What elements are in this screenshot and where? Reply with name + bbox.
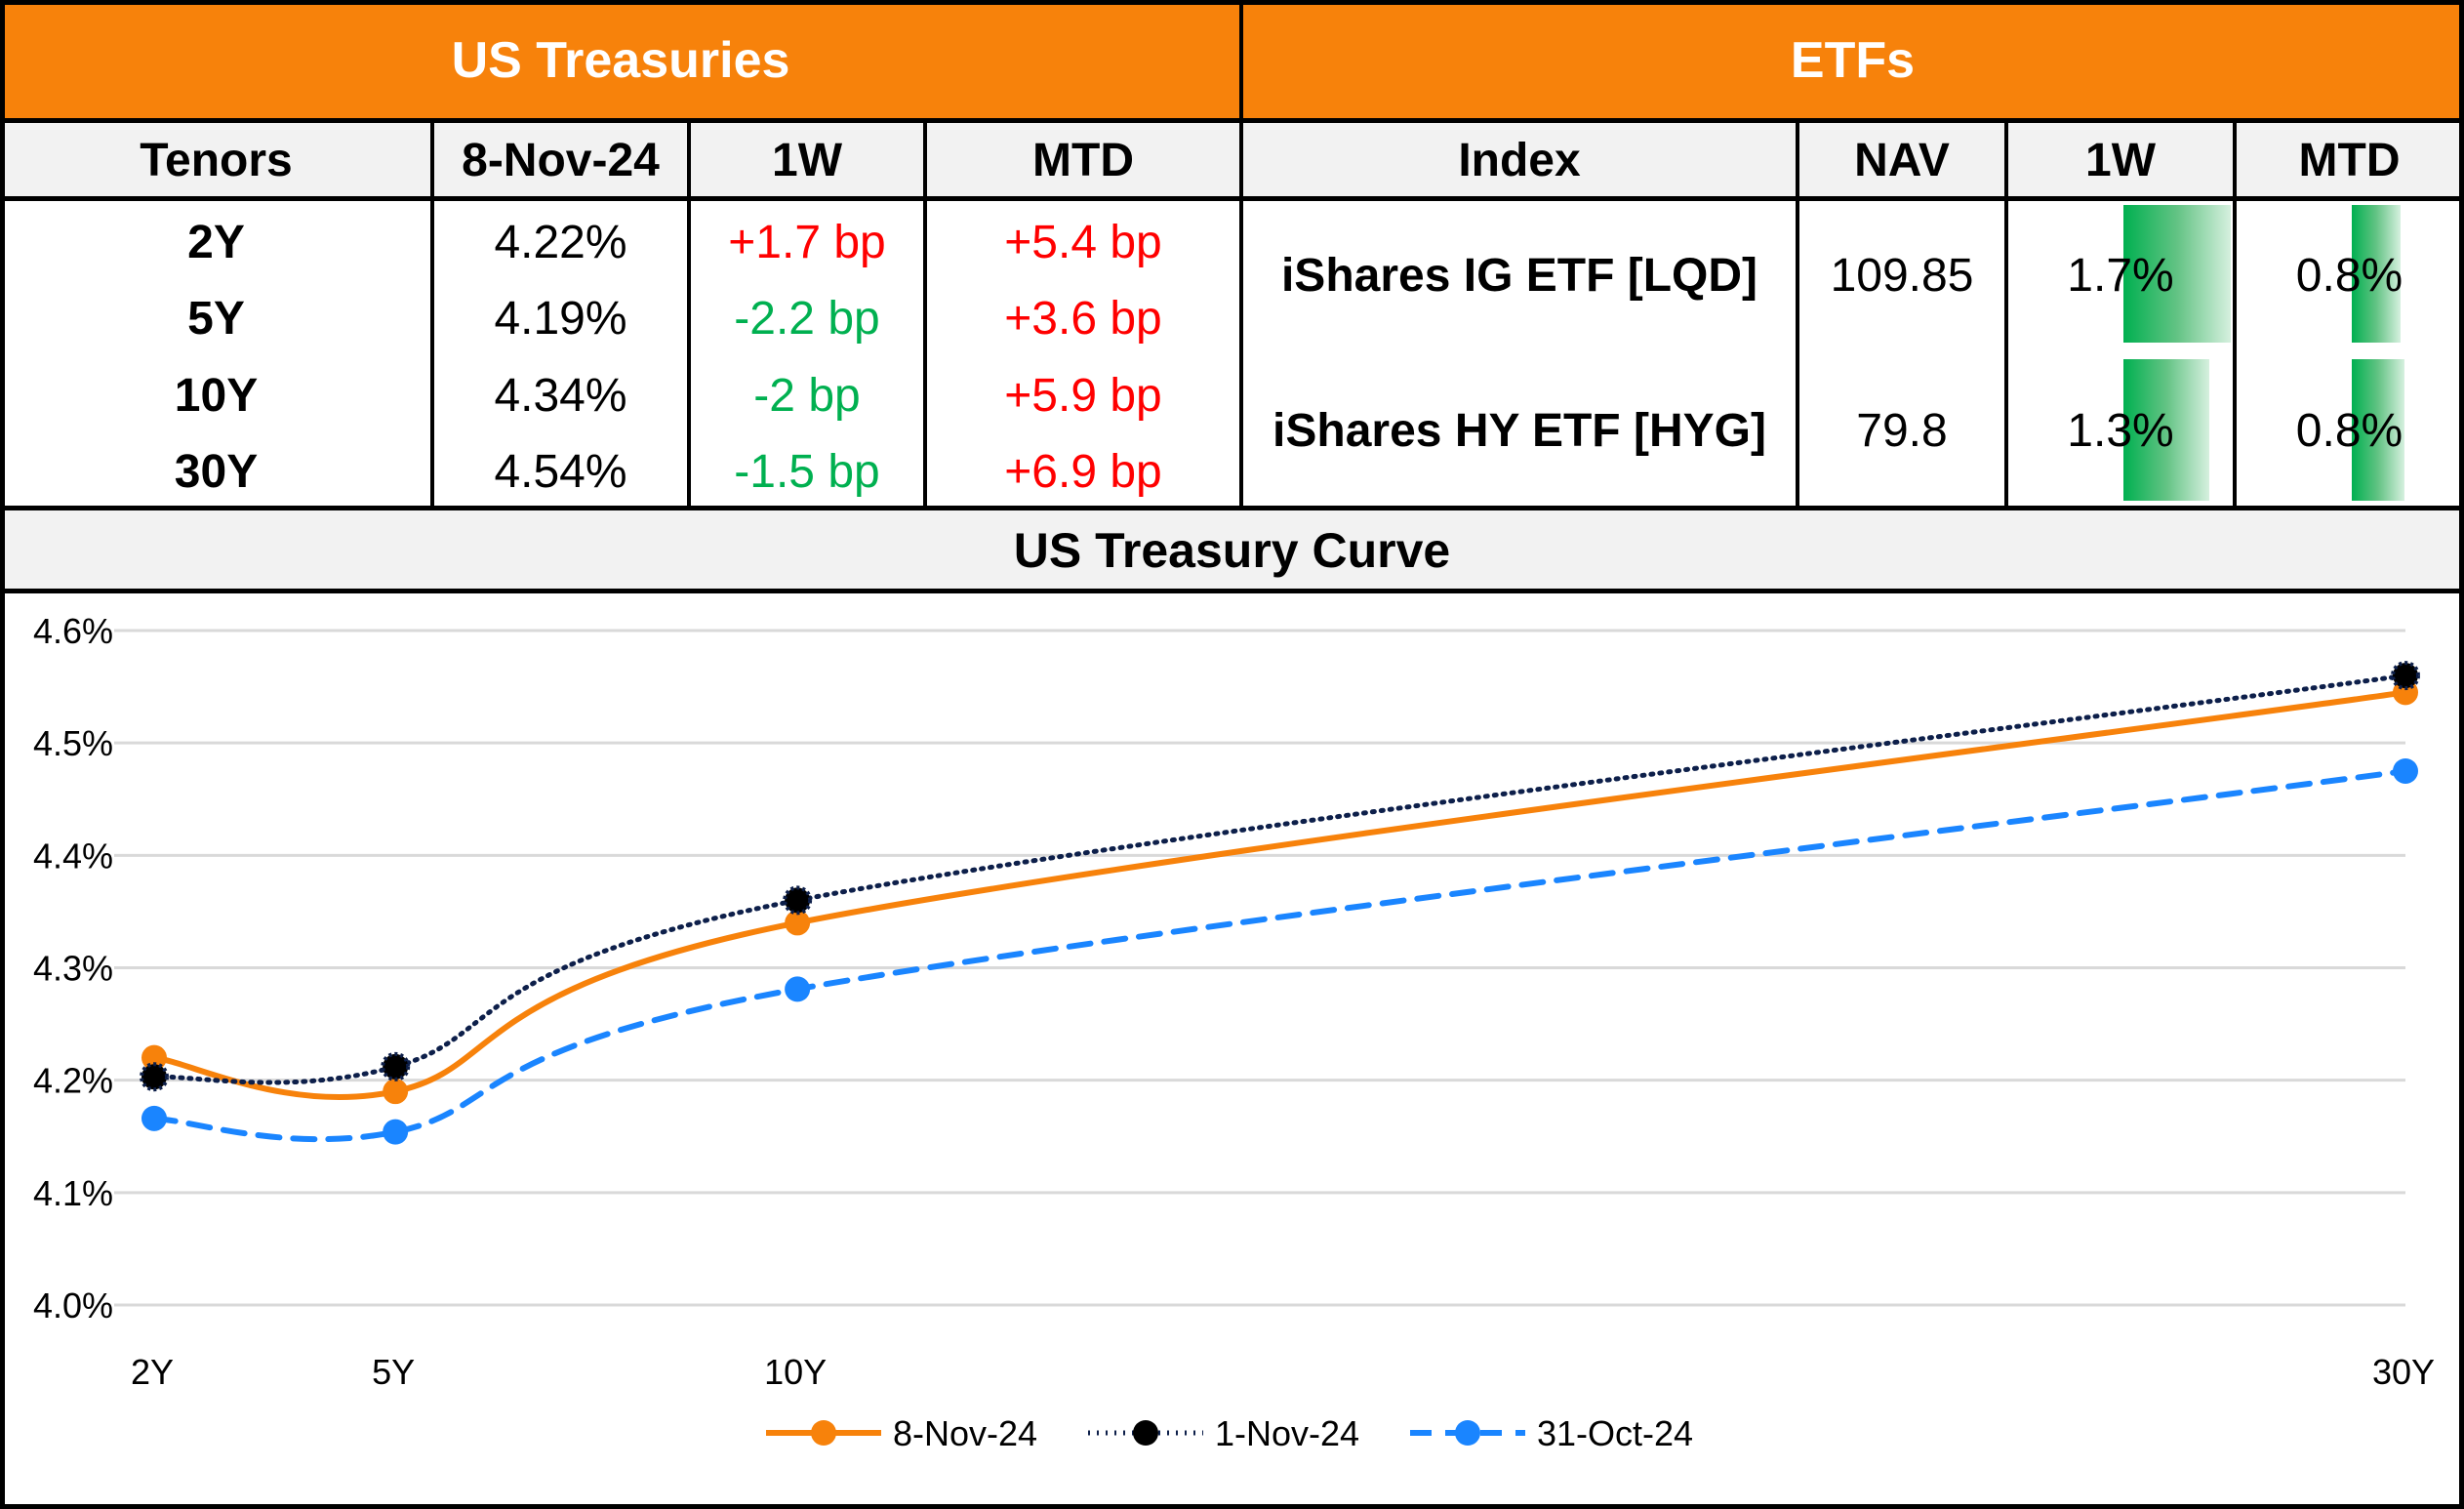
x-tick-label: 5Y xyxy=(372,1352,415,1392)
y-tick-label: 4.4% xyxy=(33,836,113,876)
databar-mtd xyxy=(2352,205,2401,343)
divider xyxy=(0,196,2464,201)
change-1w-cell: -2.2 bp xyxy=(734,292,880,345)
col-header-1w: 1W xyxy=(689,122,925,198)
chart-title: US Treasury Curve xyxy=(0,510,2464,591)
treasuries-title-text: US Treasuries xyxy=(451,31,790,89)
change-mtd-cell: +5.9 bp xyxy=(1004,369,1162,422)
divider xyxy=(1239,0,1243,510)
data-point xyxy=(383,1079,409,1105)
legend-label: 1-Nov-24 xyxy=(1215,1413,1359,1453)
change-1w-cell: -1.5 bp xyxy=(734,445,880,498)
x-tick-label: 30Y xyxy=(2372,1352,2435,1392)
data-point xyxy=(785,976,811,1002)
databar-1w xyxy=(2123,359,2209,501)
legend-label: 31-Oct-24 xyxy=(1537,1413,1693,1453)
etf-1w-cell: 1.3% xyxy=(2067,404,2174,457)
data-point xyxy=(783,885,813,916)
change-mtd-cell: +3.6 bp xyxy=(1004,292,1162,345)
data-point xyxy=(2391,661,2420,691)
data-point xyxy=(785,910,811,936)
col-header-index: Index xyxy=(1241,122,1798,198)
nav-cell: 109.85 xyxy=(1830,249,1974,302)
change-1w-cell: -2 bp xyxy=(753,369,861,422)
data-point xyxy=(141,1105,167,1131)
divider xyxy=(1796,120,1799,508)
data-point xyxy=(2393,757,2418,784)
tenor-cell: 30Y xyxy=(174,445,259,498)
divider xyxy=(0,506,2464,510)
legend-marker xyxy=(1455,1420,1480,1446)
data-point xyxy=(381,1051,411,1081)
nav-cell: 79.8 xyxy=(1856,404,1948,457)
etf-name-cell: iShares IG ETF [LQD] xyxy=(1280,249,1758,302)
etf-mtd-cell: 0.8% xyxy=(2295,404,2403,457)
tenor-cell: 10Y xyxy=(174,369,259,422)
tenor-cell: 5Y xyxy=(187,292,245,345)
etf-mtd-cell: 0.8% xyxy=(2295,249,2403,302)
y-tick-label: 4.3% xyxy=(33,949,113,989)
yield-cell: 4.19% xyxy=(494,292,627,345)
col-header-tenors: Tenors xyxy=(0,122,432,198)
y-tick-label: 4.6% xyxy=(33,611,113,651)
x-tick-label: 10Y xyxy=(764,1352,827,1392)
col-header-mtd: MTD xyxy=(925,122,1241,198)
col-header-nav: NAV xyxy=(1798,122,2006,198)
series-line-1-Nov-24 xyxy=(151,673,2408,1085)
treasuries-section-title: US Treasuries xyxy=(0,0,1241,120)
divider xyxy=(687,120,691,508)
divider xyxy=(0,118,2464,123)
databar-mtd xyxy=(2352,359,2404,501)
etfs-section-title: ETFs xyxy=(1241,0,2464,120)
tenor-cell: 2Y xyxy=(187,216,245,268)
y-tick-label: 4.2% xyxy=(33,1061,113,1101)
data-point xyxy=(383,1119,409,1145)
etf-1w-cell: 1.7% xyxy=(2067,249,2174,302)
y-tick-label: 4.0% xyxy=(33,1285,113,1325)
legend-marker xyxy=(1133,1420,1158,1446)
yield-cell: 4.34% xyxy=(494,369,627,422)
divider xyxy=(0,589,2464,593)
change-mtd-cell: +5.4 bp xyxy=(1004,216,1162,268)
col-header-etf-mtd: MTD xyxy=(2235,122,2464,198)
legend-marker xyxy=(811,1420,836,1446)
divider xyxy=(430,120,434,508)
etfs-title-text: ETFs xyxy=(1790,31,1916,89)
yield-cell: 4.22% xyxy=(494,216,627,268)
change-1w-cell: +1.7 bp xyxy=(728,216,886,268)
databar-1w xyxy=(2123,205,2231,343)
col-header-date: 8-Nov-24 xyxy=(432,122,689,198)
divider xyxy=(2004,120,2008,508)
yield-cell: 4.54% xyxy=(494,445,627,498)
col-header-etf-1w: 1W xyxy=(2006,122,2235,198)
divider xyxy=(923,120,927,508)
change-mtd-cell: +6.9 bp xyxy=(1004,445,1162,498)
y-tick-label: 4.5% xyxy=(33,723,113,763)
x-tick-label: 2Y xyxy=(131,1352,174,1392)
etf-name-cell: iShares HY ETF [HYG] xyxy=(1272,404,1766,457)
y-tick-label: 4.1% xyxy=(33,1173,113,1213)
divider xyxy=(2233,120,2237,508)
legend-label: 8-Nov-24 xyxy=(893,1413,1037,1453)
data-point xyxy=(140,1062,169,1092)
